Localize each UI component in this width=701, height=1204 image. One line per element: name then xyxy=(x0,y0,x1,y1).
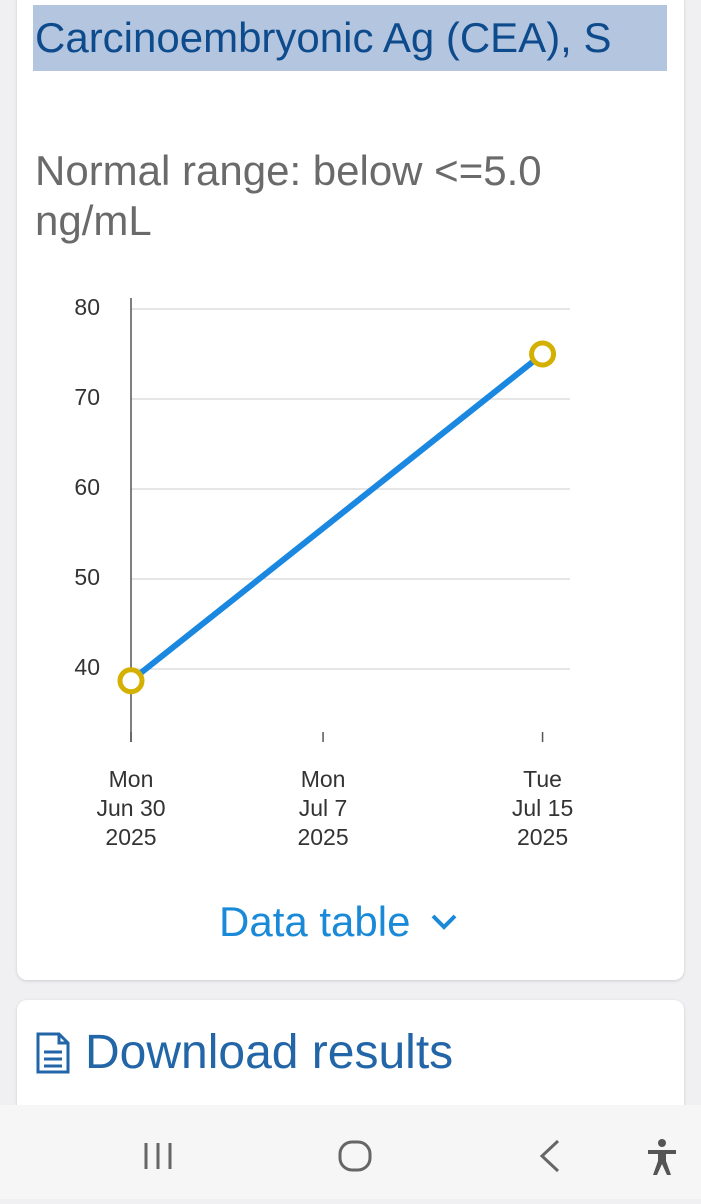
nav-icons xyxy=(144,1139,676,1175)
data-table-toggle[interactable]: Data table xyxy=(219,898,458,946)
recent-apps-button[interactable] xyxy=(144,1143,172,1169)
download-label: Download results xyxy=(85,1026,454,1079)
y-tick-label: 80 xyxy=(74,294,100,320)
x-tick-label: 2025 xyxy=(105,824,156,850)
accessibility-button[interactable] xyxy=(648,1139,676,1175)
chevron-icon xyxy=(432,914,457,930)
result-card xyxy=(17,0,684,980)
y-tick-label: 40 xyxy=(74,654,100,680)
x-tick-label: Jul 15 xyxy=(512,795,573,821)
data-line xyxy=(129,351,545,684)
back-button[interactable] xyxy=(539,1139,560,1173)
y-tick-label: 70 xyxy=(74,384,100,410)
x-tick-label: Tue xyxy=(523,766,562,792)
x-tick-label: 2025 xyxy=(517,824,568,850)
normal-range: Normal range: below <=5.0 ng/mL xyxy=(35,147,542,244)
y-tick-label: 60 xyxy=(74,474,100,500)
x-tick-label: Mon xyxy=(301,766,346,792)
test-title: Carcinoembryonic Ag (CEA), S xyxy=(33,5,667,71)
x-tick-label: Jul 7 xyxy=(299,795,348,821)
document-icon xyxy=(36,1032,70,1073)
data-point xyxy=(529,340,557,368)
x-tick-label: 2025 xyxy=(297,824,348,850)
data-point xyxy=(117,667,145,695)
x-tick-label: Jun 30 xyxy=(96,795,165,821)
chart: 40 50 60 70 80 Mon Jun 30 2025 Mon Jul 7 2025 Tue Ju… xyxy=(74,294,573,850)
data-table-label: Data table xyxy=(219,898,411,945)
y-tick-label: 50 xyxy=(74,564,100,590)
system-nav-bar xyxy=(0,1105,701,1199)
x-tick-label: Mon xyxy=(109,766,154,792)
download-results[interactable]: Download results xyxy=(35,1025,453,1080)
home-button[interactable] xyxy=(338,1140,372,1172)
